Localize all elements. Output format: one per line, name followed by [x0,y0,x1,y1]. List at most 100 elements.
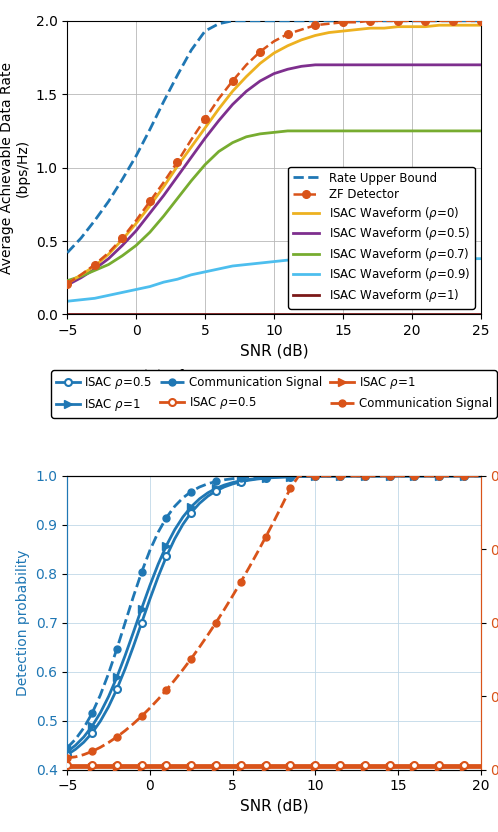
Rate Upper Bound [450,16,456,26]
ISAC Waveform ($\rho$=0) [92,261,98,271]
ISAC Waveform ($\rho$=0.9) [409,255,415,265]
ISAC Waveform ($\rho$=0.7) [436,126,442,136]
ISAC Waveform ($\rho$=0.7) [64,275,70,285]
ISAC Waveform ($\rho$=0.9) [340,255,346,265]
Rate Upper Bound [478,16,484,26]
ISAC Waveform ($\rho$=0) [244,72,249,82]
ISAC Waveform ($\rho$=0) [368,23,374,33]
ZF Detector [436,16,442,26]
ISAC Waveform ($\rho$=0.7) [230,137,236,147]
ISAC Waveform ($\rho$=1) [326,309,332,319]
ZF Detector [354,17,360,27]
Rate Upper Bound [202,26,208,36]
ISAC Waveform ($\rho$=0) [354,25,360,35]
ISAC Waveform ($\rho$=0.7) [120,250,125,260]
ISAC Waveform ($\rho$=0.9) [354,255,360,265]
ISAC Waveform ($\rho$=0.5) [120,240,125,250]
ZF Detector [92,260,98,270]
ISAC Waveform ($\rho$=0) [64,279,70,289]
ISAC Waveform ($\rho$=1) [188,309,194,319]
Line: ISAC Waveform ($\rho$=0.7): ISAC Waveform ($\rho$=0.7) [67,131,481,280]
ISAC Waveform ($\rho$=0.7) [368,126,374,136]
Rate Upper Bound [174,70,180,80]
ISAC Waveform ($\rho$=1) [409,309,415,319]
ISAC Waveform ($\rho$=0.5) [202,133,208,143]
ISAC Waveform ($\rho$=0.9) [106,290,112,300]
ZF Detector [174,156,180,166]
ISAC Waveform ($\rho$=0.5) [78,273,84,283]
ISAC Waveform ($\rho$=0) [161,181,167,191]
Rate Upper Bound [64,248,70,258]
ISAC Waveform ($\rho$=0) [298,35,304,45]
ISAC Waveform ($\rho$=0.9) [436,255,442,265]
ISAC Waveform ($\rho$=0) [381,23,387,33]
ISAC Waveform ($\rho$=0.7) [285,126,291,136]
Rate Upper Bound [395,16,401,26]
ISAC Waveform ($\rho$=1) [464,309,470,319]
Rate Upper Bound [464,16,470,26]
ISAC Waveform ($\rho$=0.7) [161,211,167,221]
ZF Detector [381,16,387,26]
ISAC Waveform ($\rho$=0.9) [78,295,84,305]
ISAC Waveform ($\rho$=0.9) [147,281,153,291]
Rate Upper Bound [106,196,112,206]
ZF Detector [422,16,428,26]
ISAC Waveform ($\rho$=0.7) [422,126,428,136]
ISAC Waveform ($\rho$=0) [174,161,180,171]
ZF Detector [147,196,153,206]
ZF Detector [216,94,222,104]
Rate Upper Bound [92,215,98,225]
ISAC Waveform ($\rho$=0.7) [312,126,318,136]
ISAC Waveform ($\rho$=0.5) [64,280,70,290]
ISAC Waveform ($\rho$=0.5) [409,60,415,70]
Rate Upper Bound [230,16,236,26]
ISAC Waveform ($\rho$=0.5) [368,60,374,70]
ISAC Waveform ($\rho$=1) [106,309,112,319]
ISAC Waveform ($\rho$=0.5) [106,254,112,264]
ISAC Waveform ($\rho$=0.9) [326,255,332,265]
Rate Upper Bound [78,233,84,243]
Y-axis label: Detection probability: Detection probability [16,549,30,696]
ISAC Waveform ($\rho$=0.5) [174,171,180,181]
ISAC Waveform ($\rho$=0.9) [64,296,70,306]
ISAC Waveform ($\rho$=0.7) [271,127,277,137]
ISAC Waveform ($\rho$=0.7) [92,265,98,275]
ISAC Waveform ($\rho$=0.5) [312,60,318,70]
ISAC Waveform ($\rho$=1) [161,309,167,319]
ISAC Waveform ($\rho$=0.7) [188,176,194,186]
ZF Detector [478,16,484,26]
ISAC Waveform ($\rho$=0.7) [78,271,84,281]
ISAC Waveform ($\rho$=0.9) [298,255,304,265]
ISAC Waveform ($\rho$=0.5) [450,60,456,70]
Rate Upper Bound [312,16,318,26]
ISAC Waveform ($\rho$=0) [120,235,125,245]
ZF Detector [244,60,249,70]
ISAC Waveform ($\rho$=0) [326,27,332,37]
ISAC Waveform ($\rho$=1) [312,309,318,319]
ISAC Waveform ($\rho$=0.7) [354,126,360,136]
Line: Rate Upper Bound: Rate Upper Bound [67,21,481,253]
ZF Detector [188,135,194,145]
ISAC Waveform ($\rho$=0.7) [202,160,208,170]
ISAC Waveform ($\rho$=0.9) [478,254,484,264]
Rate Upper Bound [216,19,222,29]
ISAC Waveform ($\rho$=1) [120,309,125,319]
ZF Detector [120,233,125,243]
ISAC Waveform ($\rho$=1) [92,309,98,319]
ISAC Waveform ($\rho$=0.5) [230,100,236,110]
ZF Detector [285,29,291,39]
ISAC Waveform ($\rho$=0.5) [381,60,387,70]
ISAC Waveform ($\rho$=0.9) [120,287,125,297]
Line: ISAC Waveform ($\rho$=0.9): ISAC Waveform ($\rho$=0.9) [67,259,481,301]
ISAC Waveform ($\rho$=0.5) [216,116,222,126]
Rate Upper Bound [368,16,374,26]
ISAC Waveform ($\rho$=0) [257,58,263,68]
ISAC Waveform ($\rho$=0.9) [368,255,374,265]
ISAC Waveform ($\rho$=0.7) [326,126,332,136]
ISAC Waveform ($\rho$=0.5) [147,208,153,218]
Rate Upper Bound [340,16,346,26]
Rate Upper Bound [354,16,360,26]
ISAC Waveform ($\rho$=0) [395,22,401,32]
ISAC Waveform ($\rho$=0) [422,22,428,32]
ISAC Waveform ($\rho$=1) [340,309,346,319]
